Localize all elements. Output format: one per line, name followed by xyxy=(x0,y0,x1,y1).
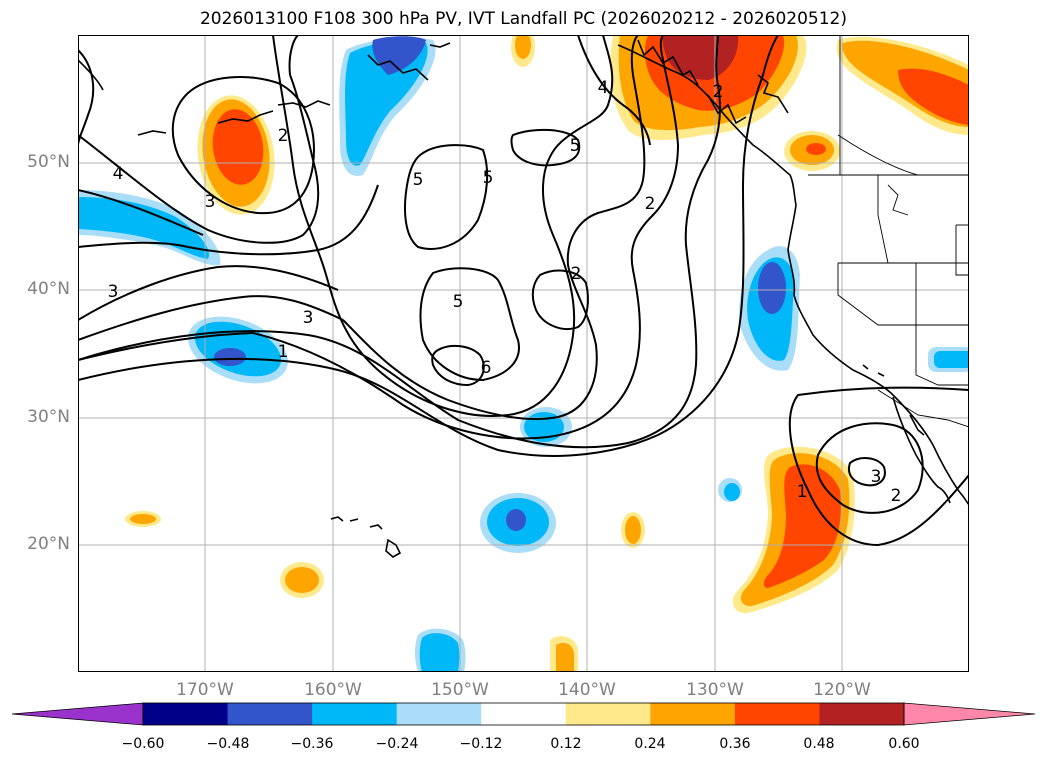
contour-label: 2 xyxy=(571,264,582,284)
contour-label: 3 xyxy=(871,467,882,487)
colorbar-segment xyxy=(650,703,736,725)
colorbar xyxy=(11,702,1036,726)
colorbar-segment xyxy=(819,703,905,725)
ivt-shading xyxy=(78,35,969,672)
colorbar-segment xyxy=(396,703,482,725)
colorbar-segment xyxy=(143,703,229,725)
map-panel: 4 3 2 5 5 5 2 3 3 1 5 6 2 4 2 1 2 3 xyxy=(78,35,969,672)
contour-label: 5 xyxy=(413,170,424,190)
map-title: 2026013100 F108 300 hPa PV, IVT Landfall… xyxy=(199,9,847,29)
lon-label-160w: 160°W xyxy=(304,680,362,700)
contour-label: 2 xyxy=(713,82,724,102)
contour-label: 2 xyxy=(278,126,289,146)
colorbar-outline xyxy=(142,702,905,726)
contour-label: 4 xyxy=(598,78,609,98)
colorbar-segment xyxy=(565,703,651,725)
colorbar-tick: 0.24 xyxy=(634,736,666,752)
colorbar-tick: 0.48 xyxy=(803,736,835,752)
borders xyxy=(808,35,969,428)
lat-label-50n: 50°N xyxy=(27,152,70,172)
contour-label: 5 xyxy=(453,292,464,312)
lon-label-130w: 130°W xyxy=(686,680,744,700)
colorbar-tick: −0.48 xyxy=(206,736,250,752)
contour-label: 1 xyxy=(797,482,808,502)
contour-label-group: 4 3 2 5 5 5 2 3 3 1 5 6 2 4 2 1 2 3 xyxy=(108,78,902,506)
colorbar-tick: 0.12 xyxy=(550,736,582,752)
lon-label-150w: 150°W xyxy=(431,680,489,700)
colorbar-low-extend xyxy=(11,702,144,726)
lon-label-140w: 140°W xyxy=(558,680,616,700)
contour-label: 5 xyxy=(483,168,494,188)
lon-label-170w: 170°W xyxy=(176,680,234,700)
contour-label: 4 xyxy=(113,164,124,184)
colorbar-tick: −0.60 xyxy=(121,736,165,752)
lon-label-120w: 120°W xyxy=(813,680,871,700)
graticule xyxy=(78,35,969,672)
pv-contours xyxy=(78,35,969,547)
contour-label: 3 xyxy=(108,282,119,302)
contour-label: 5 xyxy=(570,136,581,156)
lat-label-30n: 30°N xyxy=(27,407,70,427)
colorbar-tick: −0.36 xyxy=(290,736,334,752)
contour-label: 1 xyxy=(278,342,289,362)
contour-label: 3 xyxy=(205,192,216,212)
contour-label: 2 xyxy=(645,194,656,214)
contour-label: 2 xyxy=(891,486,902,506)
colorbar-segment xyxy=(227,703,313,725)
colorbar-segment xyxy=(312,703,398,725)
colorbar-tick: −0.12 xyxy=(459,736,503,752)
contour-label: 6 xyxy=(481,358,492,378)
colorbar-high-extend xyxy=(903,702,1036,726)
lat-label-20n: 20°N xyxy=(27,534,70,554)
map-border xyxy=(78,35,969,672)
colorbar-tick: 0.36 xyxy=(719,736,751,752)
colorbar-tick: −0.24 xyxy=(375,736,419,752)
contour-label: 3 xyxy=(303,308,314,328)
colorbar-segment xyxy=(481,703,567,725)
colorbar-segment xyxy=(734,703,820,725)
lat-label-40n: 40°N xyxy=(27,279,70,299)
colorbar-tick: 0.60 xyxy=(888,736,920,752)
